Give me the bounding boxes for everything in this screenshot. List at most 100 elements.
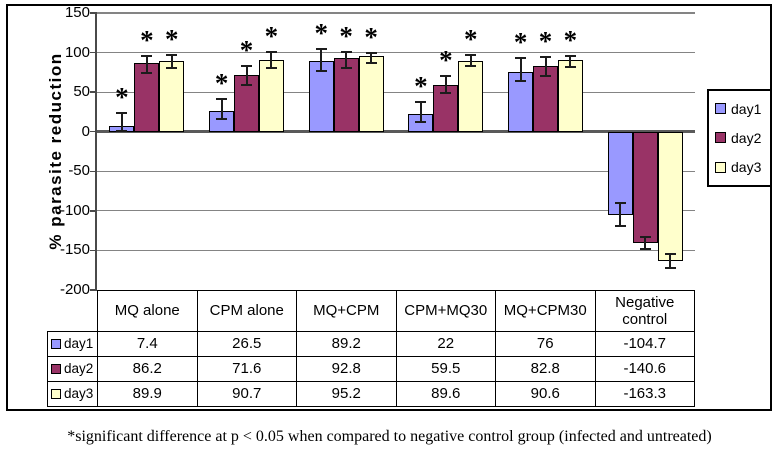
y-tick-label: 100 [64, 43, 90, 61]
error-bar-cap-top [340, 50, 352, 53]
y-tick-label: -50 [68, 162, 90, 180]
error-bar-line [170, 55, 173, 68]
y-axis-line [95, 13, 97, 290]
y-tick-mark [90, 12, 97, 14]
table-cell: 95.2 [296, 381, 397, 407]
error-bar-line [519, 58, 522, 82]
legend-item-day3: day3 [715, 159, 770, 175]
bar-day1-MQ+CPM [308, 61, 334, 132]
gridline-150 [97, 12, 695, 14]
table-header-cell: Negative control [594, 290, 695, 332]
footnote: *significant difference at p < 0.05 when… [67, 428, 712, 445]
error-bar-line [569, 56, 572, 68]
legend-item-day2: day2 [715, 130, 770, 146]
error-bar-cap-bottom [166, 66, 178, 69]
legend-label-day1: day1 [731, 100, 762, 117]
error-bar-line [370, 53, 373, 63]
table-row: day1 7.4 26.5 89.2 22 76 -104.7 [47, 331, 695, 357]
legend-item-day1: day1 [715, 101, 770, 117]
significance-asterisk: * [513, 27, 528, 58]
error-bar-cap-top [639, 235, 651, 238]
chart-outer-frame [6, 4, 772, 411]
error-bar-line [120, 113, 123, 132]
table-cell: -163.3 [594, 381, 695, 407]
error-bar-cap-bottom [340, 66, 352, 69]
table-row-label: day3 [47, 381, 98, 407]
bar-day3-CPM-alone [258, 59, 284, 132]
error-bar-cap-top [465, 54, 477, 57]
legend-label-day3: day3 [731, 159, 762, 176]
error-bar-cap-bottom [540, 74, 551, 77]
legend-swatch-day3 [715, 161, 726, 173]
error-bar-cap-bottom [216, 117, 228, 120]
row-swatch-day1 [51, 339, 61, 350]
error-bar-cap-top [116, 112, 128, 115]
y-tick-mark [90, 289, 97, 291]
error-bar-line [345, 51, 348, 68]
bar-day3-Negative-control [657, 131, 683, 261]
error-bar-line [145, 56, 148, 73]
y-tick-mark [90, 130, 97, 133]
significance-asterisk: * [314, 18, 329, 49]
error-bar-cap-top [265, 51, 277, 54]
y-tick-mark [90, 210, 97, 212]
bar-day2-MQ+CPM30 [533, 66, 558, 132]
table-cell: 22 [395, 331, 496, 357]
error-bar-cap-bottom [265, 66, 277, 69]
error-bar-line [444, 75, 447, 94]
error-bar-cap-bottom [465, 65, 477, 68]
table-cell: 90.6 [495, 381, 596, 407]
error-bar-line [669, 253, 672, 269]
error-bar-line [245, 65, 248, 85]
bar-day3-CPM+MQ30 [458, 60, 484, 132]
bar-day3-MQ+CPM30 [557, 60, 583, 132]
bar-day2-MQ+CPM [333, 58, 359, 132]
table-header-cell: MQ+CPM30 [495, 290, 596, 332]
y-tick-mark [90, 170, 97, 173]
table-cell: 86.2 [97, 356, 198, 382]
y-tick-mark [90, 91, 97, 93]
error-bar-cap-top [365, 52, 377, 55]
table-cell: 92.8 [296, 356, 397, 382]
table-row: day2 86.2 71.6 92.8 59.5 82.8 -140.6 [47, 356, 695, 382]
table-cell: 89.6 [395, 381, 496, 407]
bar-day2-Negative-control [632, 131, 658, 243]
error-bar-cap-bottom [315, 69, 327, 72]
significance-asterisk: * [538, 25, 553, 56]
table-header-cell: CPM alone [196, 290, 297, 332]
error-bar-cap-bottom [116, 130, 128, 133]
error-bar-line [544, 56, 547, 76]
table-cell: -140.6 [594, 356, 695, 382]
significance-asterisk: * [364, 22, 378, 53]
table-row-label: day1 [47, 331, 98, 357]
error-bar-cap-top [440, 74, 452, 77]
error-bar-cap-bottom [365, 61, 377, 64]
error-bar-line [220, 98, 223, 119]
gridline--100 [97, 210, 695, 212]
error-bar-line [644, 236, 647, 250]
error-bar-cap-top [166, 54, 178, 57]
error-bar-cap-bottom [515, 80, 527, 83]
row-swatch-day3 [51, 389, 61, 400]
table-cell: 89.2 [296, 331, 397, 357]
significance-asterisk: * [140, 25, 154, 56]
table-row: day3 89.9 90.7 95.2 89.6 90.6 -163.3 [47, 381, 695, 407]
error-bar-cap-top [564, 55, 576, 58]
error-bar-line [270, 52, 273, 68]
error-bar-cap-bottom [614, 225, 626, 228]
table-header-cell: MQ alone [97, 290, 198, 332]
significance-asterisk: * [165, 24, 179, 55]
error-bar-cap-bottom [141, 71, 153, 74]
table-cell: -104.7 [594, 331, 695, 357]
error-bar-line [619, 202, 622, 227]
error-bar-cap-top [540, 55, 551, 58]
table-cell: 71.6 [196, 356, 297, 382]
bar-day3-MQ-alone [159, 60, 185, 132]
error-bar-cap-bottom [664, 267, 676, 270]
table-cell: 89.9 [97, 381, 198, 407]
error-bar-cap-bottom [241, 83, 252, 86]
y-tick-label: 0 [81, 122, 90, 140]
plot-area: 150 100 50 0 -50 -100 -150 -200 * * * * * * * * * * * * * * * [60, 4, 695, 298]
gridline--150 [97, 249, 695, 251]
